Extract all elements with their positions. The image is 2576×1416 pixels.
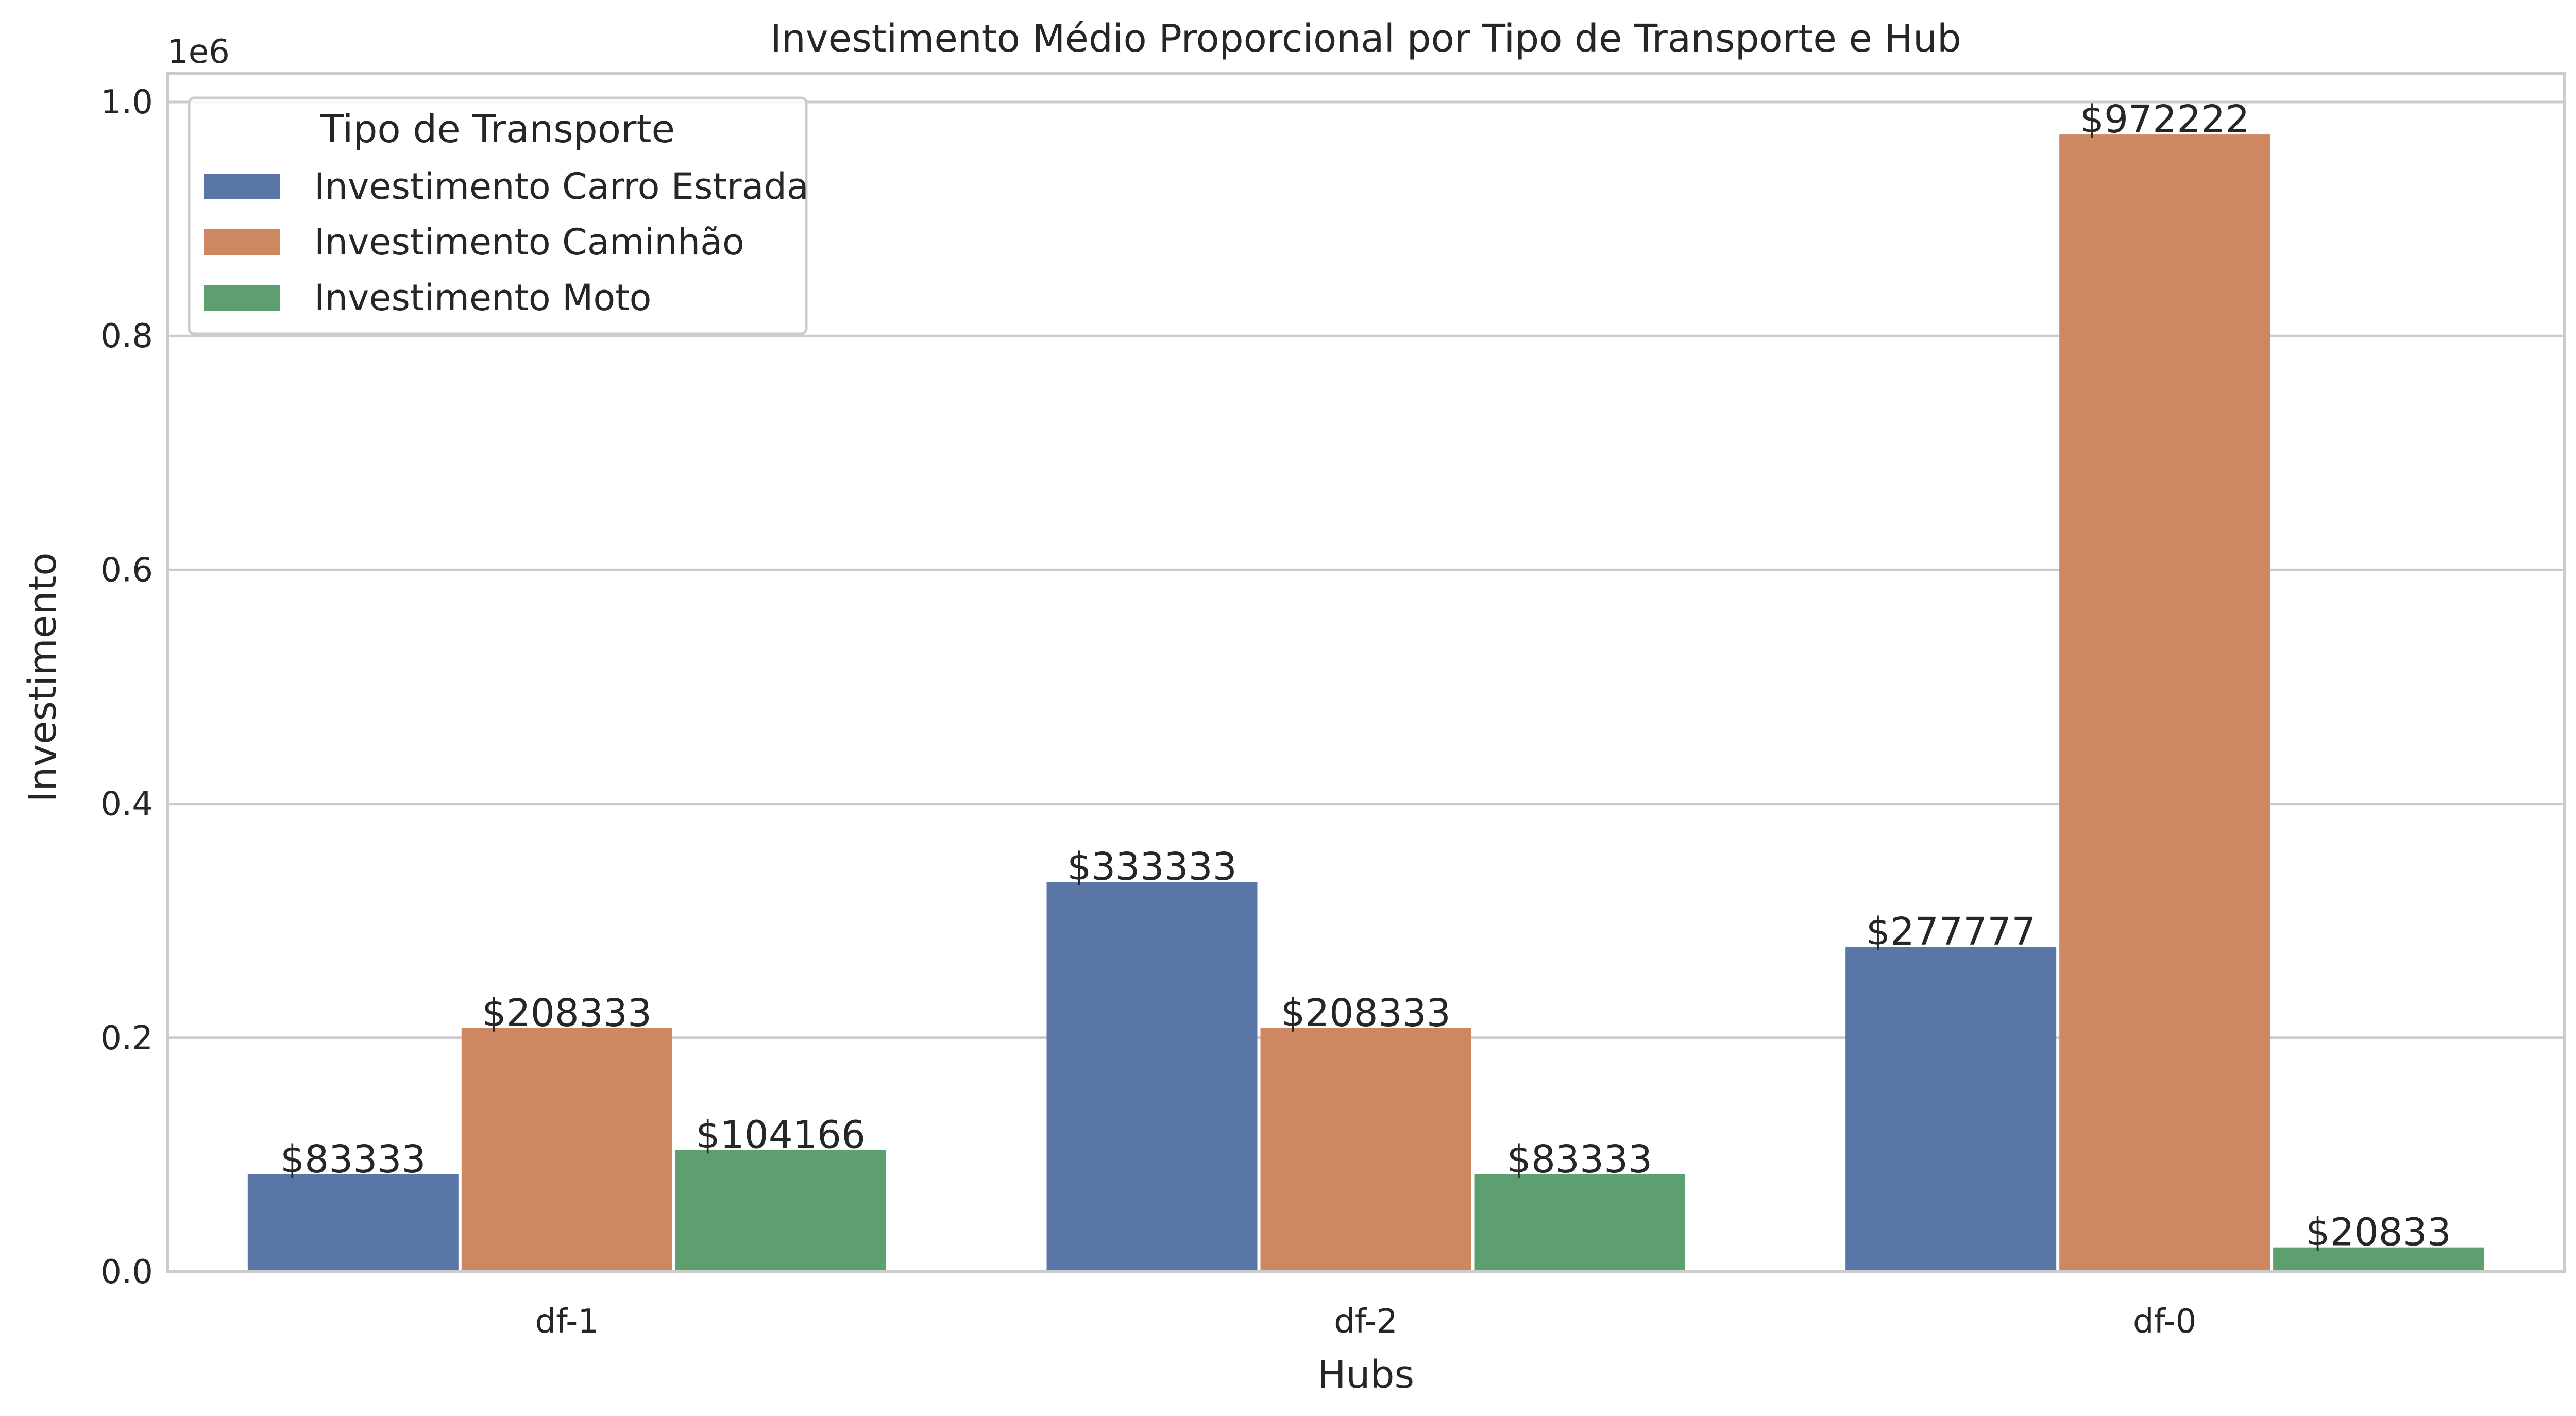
plot-frame bbox=[166, 72, 2566, 1273]
legend-entry-label: Investimento Caminhão bbox=[314, 221, 744, 263]
chart-title: Investimento Médio Proporcional por Tipo… bbox=[770, 16, 1961, 61]
bar-data-label: $20833 bbox=[2306, 1210, 2451, 1255]
y-tick-label: 0.4 bbox=[100, 786, 153, 824]
y-tick-label: 0.8 bbox=[100, 317, 153, 355]
legend-swatch bbox=[204, 285, 280, 311]
bar-data-label: $333333 bbox=[1067, 845, 1237, 889]
x-tick-labels: df-1 df-2 df-0 bbox=[535, 1303, 2197, 1341]
bar bbox=[1474, 1174, 1685, 1272]
y-tick-label: 1.0 bbox=[100, 83, 153, 122]
y-tick-label: 0.6 bbox=[100, 551, 153, 589]
legend-swatch bbox=[204, 174, 280, 199]
bar-data-label: $83333 bbox=[280, 1137, 426, 1182]
bar-data-label: $972222 bbox=[2080, 97, 2250, 142]
x-tick-label: df-0 bbox=[2133, 1303, 2196, 1341]
x-tick-label: df-2 bbox=[1334, 1303, 1397, 1341]
axis-offset-label: 1e6 bbox=[167, 33, 230, 71]
bar-data-label: $83333 bbox=[1507, 1137, 1653, 1182]
bar bbox=[1046, 882, 1258, 1272]
y-axis-label: Investimento bbox=[21, 553, 65, 803]
legend-entry-label: Investimento Moto bbox=[314, 277, 652, 319]
bar-data-label: $104166 bbox=[696, 1113, 866, 1157]
bar-data-label: $208333 bbox=[1281, 991, 1451, 1035]
y-tick-label: 0.0 bbox=[100, 1253, 153, 1291]
bar bbox=[2059, 134, 2270, 1272]
legend-entry-label: Investimento Carro Estrada bbox=[314, 165, 809, 208]
bar bbox=[675, 1150, 886, 1272]
bars bbox=[247, 134, 2484, 1272]
bar bbox=[247, 1174, 459, 1272]
bar bbox=[1845, 947, 2057, 1272]
x-axis-label: Hubs bbox=[1317, 1353, 1414, 1397]
bar bbox=[1260, 1028, 1471, 1272]
data-labels: $83333 $208333 $104166 $333333 $208333 $83333… bbox=[280, 97, 2451, 1255]
bar bbox=[2273, 1247, 2484, 1272]
bar-data-label: $277777 bbox=[1866, 910, 2036, 954]
legend-title: Tipo de Transporte bbox=[320, 107, 675, 151]
legend: Tipo de Transporte Investimento Carro Es… bbox=[188, 96, 809, 335]
x-tick-label: df-1 bbox=[535, 1303, 599, 1341]
y-tick-label: 0.2 bbox=[100, 1019, 153, 1057]
legend-box bbox=[188, 96, 808, 335]
legend-items: Investimento Carro Estrada Investimento C… bbox=[204, 165, 809, 319]
y-tick-labels: 0.0 0.2 0.4 0.6 0.8 1.0 bbox=[100, 83, 153, 1291]
bar bbox=[461, 1028, 672, 1272]
legend-swatch bbox=[204, 229, 280, 255]
bar-data-label: $208333 bbox=[482, 991, 652, 1035]
